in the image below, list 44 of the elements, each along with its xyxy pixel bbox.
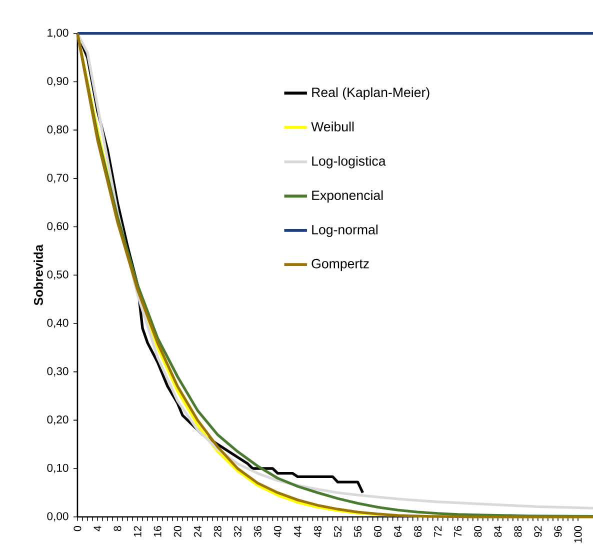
x-tick-label: 80 — [474, 526, 482, 537]
x-tick-label: 24 — [194, 526, 202, 537]
x-tick-label: 100 — [574, 526, 582, 542]
x-tick-label: 20 — [174, 526, 182, 537]
y-tick-label: 0,30 — [47, 367, 68, 376]
x-tick-label: 76 — [454, 526, 462, 537]
x-tick-label: 36 — [254, 526, 262, 537]
y-tick-label: 1,00 — [48, 28, 68, 38]
legend-label: Weibull — [311, 122, 354, 132]
x-tick-label: 64 — [394, 526, 402, 537]
x-tick-label: 8 — [114, 526, 122, 531]
x-tick-label: 96 — [554, 526, 562, 537]
x-tick-label: 56 — [354, 526, 362, 537]
x-tick-label: 16 — [154, 526, 162, 536]
x-tick-label: 72 — [434, 526, 442, 537]
x-tick-label: 84 — [494, 526, 502, 537]
x-tick-label: 44 — [294, 526, 302, 538]
x-tick-label: 88 — [514, 526, 522, 537]
legend-label: Log-logistica — [312, 156, 386, 168]
y-tick-label: 0,50 — [47, 270, 68, 280]
legend-label: Real (Kaplan-Meier) — [312, 87, 430, 100]
x-tick-label: 28 — [214, 526, 222, 537]
x-tick-label: 32 — [234, 526, 242, 537]
y-tick-label: 0,90 — [47, 76, 68, 86]
y-tick-label: 0,60 — [47, 222, 68, 232]
x-tick-label: 48 — [314, 526, 322, 538]
x-tick-label: 12 — [134, 526, 142, 536]
x-tick-label: 52 — [334, 526, 342, 537]
y-tick-label: 0,80 — [47, 125, 68, 135]
x-tick-label: 0 — [74, 526, 82, 531]
y-axis-title: Sobrevida — [34, 244, 43, 306]
x-tick-label: 68 — [414, 526, 422, 537]
x-tick-label: 4 — [94, 526, 102, 532]
y-tick-label: 0,20 — [47, 415, 68, 425]
y-tick-label: 0,40 — [47, 318, 68, 328]
legend-label: Gompertz — [312, 258, 369, 271]
x-tick-label: 60 — [374, 526, 382, 537]
y-tick-label: 0,10 — [47, 464, 68, 474]
legend-label: Exponencial — [312, 190, 383, 203]
x-tick-label: 40 — [274, 526, 282, 538]
y-tick-label: 0,00 — [47, 512, 68, 522]
y-tick-label: 0,70 — [47, 174, 68, 183]
legend-label: Log-normal — [312, 224, 378, 237]
x-tick-label: 92 — [534, 526, 542, 537]
